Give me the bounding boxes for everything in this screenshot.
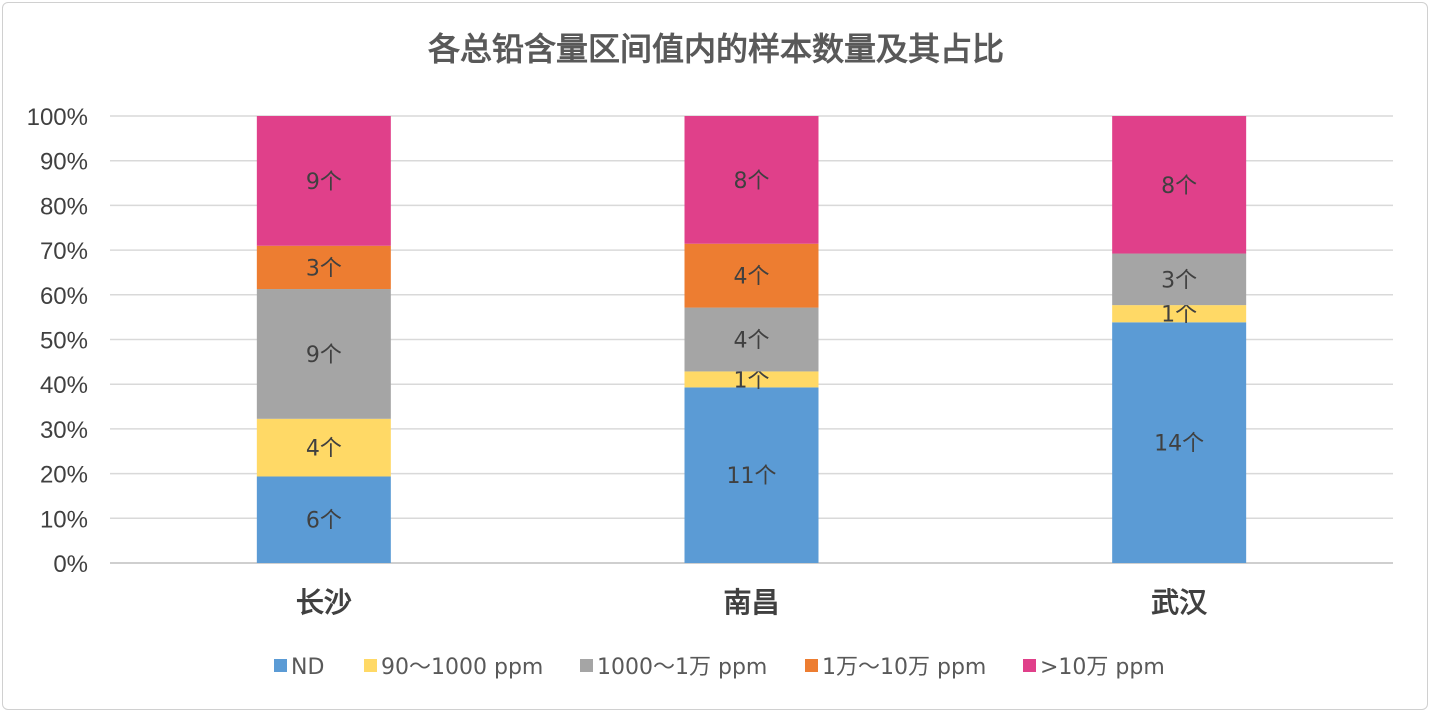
y-tick-label: 50% xyxy=(40,328,88,355)
bar-segment xyxy=(1112,322,1247,563)
y-tick-label: 40% xyxy=(40,372,88,399)
bar-segment xyxy=(684,243,819,308)
data-label: 3个 xyxy=(306,256,342,281)
bar-segment xyxy=(684,387,819,563)
data-label: 9个 xyxy=(306,170,342,195)
y-tick-label: 30% xyxy=(40,417,88,444)
y-tick-label: 90% xyxy=(40,149,88,176)
bar-segment xyxy=(256,289,391,419)
bar-segment xyxy=(1112,253,1247,306)
legend-swatch xyxy=(580,659,593,672)
y-tick-label: 0% xyxy=(53,551,88,578)
bar-segment xyxy=(256,116,391,246)
y-tick-label: 70% xyxy=(40,238,88,265)
y-tick-label: 10% xyxy=(40,506,88,533)
x-category-label: 武汉 xyxy=(1151,586,1208,619)
data-label: 9个 xyxy=(306,343,342,368)
data-label: 8个 xyxy=(734,169,770,194)
data-label: 6个 xyxy=(306,509,342,534)
bar-segment xyxy=(684,116,819,244)
data-label: 4个 xyxy=(306,437,342,462)
bar-segment xyxy=(1112,116,1247,254)
bar-segment xyxy=(1112,305,1247,323)
legend-label: >10万 ppm xyxy=(1040,655,1165,680)
bar-segment xyxy=(256,418,391,477)
bar-segment xyxy=(684,371,819,388)
y-tick-label: 60% xyxy=(40,283,88,310)
data-label: 4个 xyxy=(734,265,770,290)
legend-swatch xyxy=(274,659,287,672)
data-label: 3个 xyxy=(1161,268,1197,293)
data-label: 1个 xyxy=(734,368,770,393)
legend-label: 1000～1万 ppm xyxy=(597,655,767,680)
y-tick-label: 80% xyxy=(40,193,88,220)
data-label: 4个 xyxy=(734,329,770,354)
legend-swatch xyxy=(364,659,377,672)
data-label: 14个 xyxy=(1154,432,1204,457)
data-label: 8个 xyxy=(1161,174,1197,199)
chart-title: 各总铅含量区间值内的样本数量及其占比 xyxy=(427,30,1004,68)
legend-swatch xyxy=(1023,659,1036,672)
bar-segment xyxy=(256,476,391,563)
bar-segment xyxy=(684,307,819,372)
legend-label: ND xyxy=(291,655,324,680)
y-tick-label: 100% xyxy=(27,104,88,131)
legend-label: 90～1000 ppm xyxy=(381,655,543,680)
legend-label: 1万～10万 ppm xyxy=(822,655,986,680)
data-label: 1个 xyxy=(1161,303,1197,328)
x-category-label: 南昌 xyxy=(723,586,779,619)
legend-swatch xyxy=(805,659,818,672)
y-tick-label: 20% xyxy=(40,462,88,489)
data-label: 11个 xyxy=(727,464,777,489)
bar-segment xyxy=(256,245,391,290)
x-category-label: 长沙 xyxy=(296,586,352,619)
